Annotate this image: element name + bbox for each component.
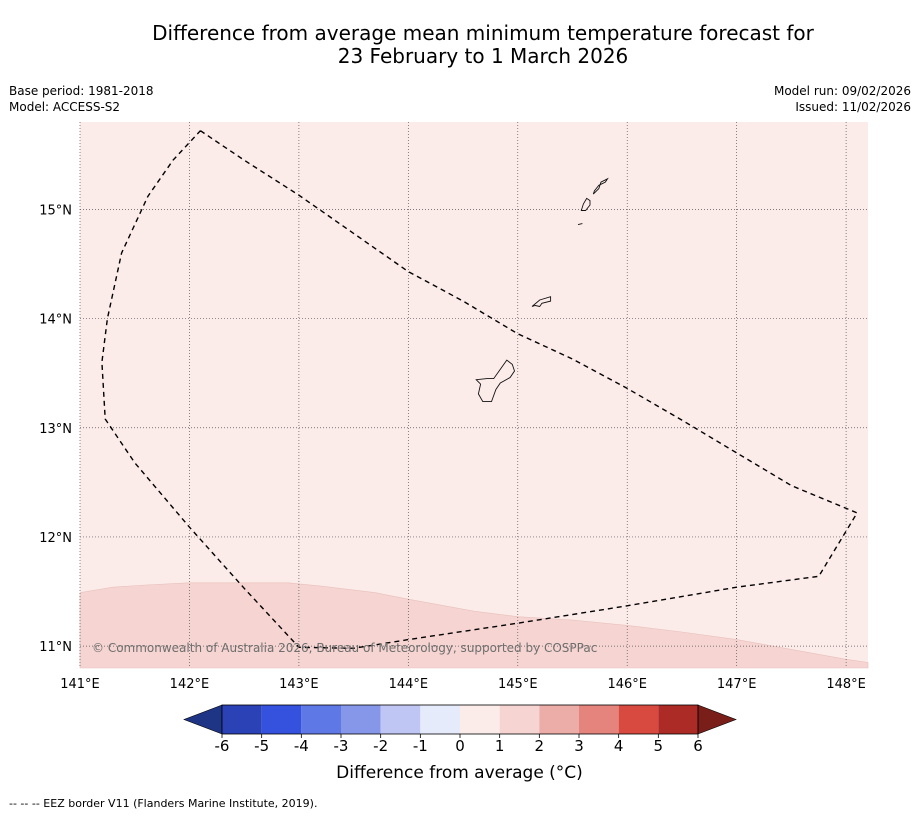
lon-tick-label: 147°E	[717, 677, 757, 692]
lon-tick-label: 141°E	[60, 677, 100, 692]
island-coastline	[531, 296, 552, 308]
copyright-notice: © Commonwealth of Australia 2026, Bureau…	[92, 641, 597, 655]
colorbar-tick-label: -1	[413, 737, 428, 755]
colorbar: -6 -5 -4 -3 -2 -1 0 1 2 3 4 5 6	[183, 704, 737, 755]
lat-tick-label: 13°N	[39, 422, 72, 437]
colorbar-tick-label: -3	[334, 737, 349, 755]
lat-tick-label: 11°N	[39, 640, 72, 655]
island-coastline	[580, 197, 591, 211]
lat-tick-label: 12°N	[39, 531, 72, 546]
map-panel: 141°E 142°E 143°E 144°E 145°E 146°E 147°E 148°E…	[39, 122, 869, 692]
colorbar-segment	[341, 705, 381, 734]
colorbar-title: Difference from average (°C)	[336, 763, 583, 783]
lon-tick-label: 145°E	[498, 677, 538, 692]
model-name: Model: ACCESS-S2	[9, 100, 121, 114]
colorbar-tick-label: -5	[254, 737, 269, 755]
lat-tick-label: 14°N	[39, 313, 72, 328]
lon-tick-label: 148°E	[826, 677, 866, 692]
colorbar-under-arrow	[183, 704, 223, 735]
colorbar-over-arrow	[697, 704, 737, 735]
colorbar-tick-label: 6	[693, 737, 703, 755]
forecast-area-1-to-2	[79, 582, 869, 669]
colorbar-segment	[222, 705, 262, 734]
lon-tick-label: 144°E	[389, 677, 429, 692]
colorbar-segment	[420, 705, 460, 734]
base-period: Base period: 1981-2018	[9, 84, 154, 98]
colorbar-segment	[301, 705, 341, 734]
meta-right: Model run: 09/02/2026 Issued: 11/02/2026	[774, 83, 911, 115]
lon-tick-label: 143°E	[279, 677, 319, 692]
colorbar-segment	[460, 705, 500, 734]
colorbar-segment	[380, 705, 421, 734]
colorbar-segment	[579, 705, 619, 734]
eez-legend: -- -- -- EEZ border V11 (Flanders Marine…	[9, 797, 318, 810]
colorbar-segment	[499, 705, 540, 734]
island-coastline	[592, 177, 609, 195]
colorbar-tick-label: -2	[373, 737, 388, 755]
model-run: Model run: 09/02/2026	[773, 84, 911, 98]
colorbar-segment	[658, 705, 698, 734]
colorbar-segment	[539, 705, 579, 734]
eez-border-line	[101, 130, 859, 650]
title-line-1: Difference from average mean minimum tem…	[152, 21, 814, 45]
title-line-2: 23 February to 1 March 2026	[337, 44, 629, 68]
colorbar-tick-label: 4	[614, 737, 624, 755]
colorbar-tick-label: -4	[294, 737, 309, 755]
colorbar-segment	[618, 705, 659, 734]
issued-date: Issued: 11/02/2026	[795, 100, 911, 114]
colorbar-tick-label: -6	[215, 737, 230, 755]
lon-tick-label: 146°E	[607, 677, 647, 692]
meta-left: Base period: 1981-2018 Model: ACCESS-S2	[9, 83, 154, 115]
colorbar-tick-label: 5	[654, 737, 664, 755]
lat-tick-label: 15°N	[39, 203, 72, 218]
lon-tick-label: 142°E	[170, 677, 210, 692]
chart-title: Difference from average mean minimum tem…	[0, 22, 919, 68]
island-coastline	[577, 223, 583, 226]
colorbar-tick-label: 0	[455, 737, 465, 755]
colorbar-segment	[261, 705, 302, 734]
island-coastline	[475, 359, 515, 403]
colorbar-tick-label: 3	[574, 737, 584, 755]
colorbar-tick-label: 1	[495, 737, 505, 755]
colorbar-tick-label: 2	[535, 737, 545, 755]
